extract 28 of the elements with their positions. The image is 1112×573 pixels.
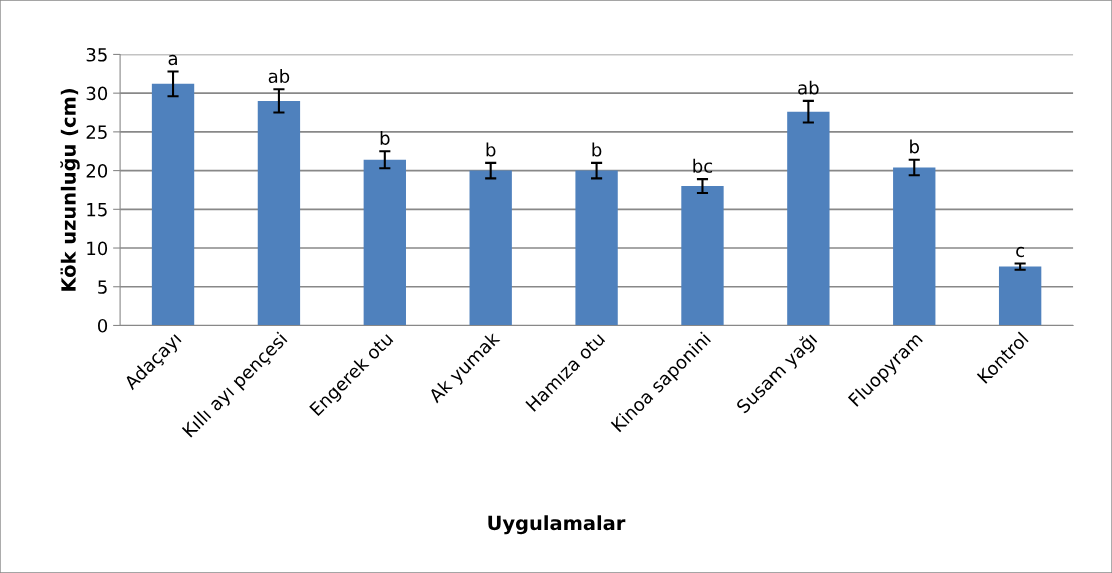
bar [257, 100, 301, 326]
y-tick-label: 30 [86, 86, 108, 101]
x-axis-title: Uygulamalar [488, 515, 626, 535]
annotation: a [168, 54, 177, 66]
bar [363, 159, 406, 326]
y-tick-label: 10 [87, 241, 108, 256]
annotation: b [380, 130, 390, 145]
y-axis-title: Kök uzunluğu (cm) [60, 89, 80, 291]
bar [575, 170, 618, 326]
y-tick-label: 25 [86, 125, 107, 139]
y-tick-label: 35 [86, 47, 107, 62]
bar [893, 167, 936, 326]
annotation: b [592, 142, 602, 157]
annotation: ab [268, 69, 290, 84]
annotation: b [486, 142, 496, 157]
bar [787, 111, 830, 326]
y-tick-label: 20 [86, 164, 108, 178]
annotation: c [1016, 246, 1024, 258]
bar [998, 266, 1042, 326]
bar [469, 170, 512, 326]
bar [681, 186, 724, 326]
y-tick-label: 0 [97, 318, 108, 333]
y-tick-label: 5 [98, 280, 107, 294]
annotation: ab [798, 80, 819, 95]
annotation: b [910, 139, 919, 154]
y-tick-label: 15 [87, 203, 107, 217]
annotation: bc [693, 158, 713, 173]
bar [151, 83, 195, 326]
